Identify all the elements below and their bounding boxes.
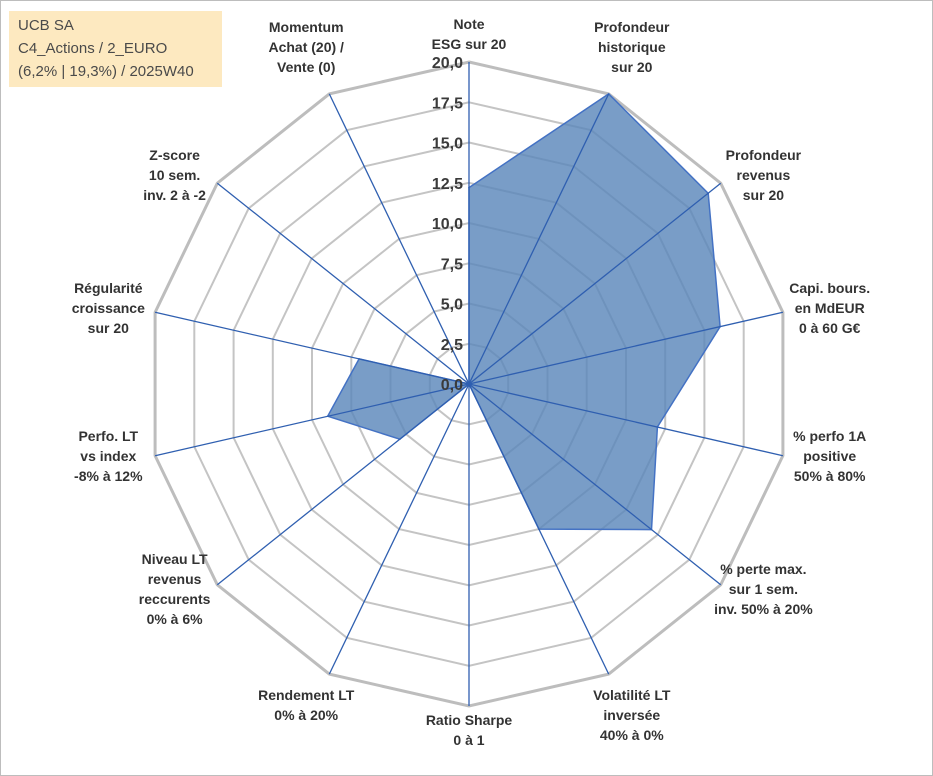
axis-label-line: historique xyxy=(598,39,666,55)
tick-label: 12,5 xyxy=(432,176,463,193)
tick-label: 20,0 xyxy=(432,55,463,72)
axis-label-line: en MdEUR xyxy=(795,300,865,316)
radar-spokes xyxy=(154,62,784,706)
spoke-9 xyxy=(216,383,470,586)
axis-labels: Note ESG sur 20 Profondeur historique sur 20… xyxy=(72,16,870,748)
axis-label-line: croissance xyxy=(72,300,145,316)
axis-label-line: sur 1 sem. xyxy=(729,581,798,597)
axis-label-line: Vente (0) xyxy=(277,59,335,75)
spoke-5 xyxy=(468,383,722,586)
axis-label-9: Niveau LT revenus reccurents 0% à 6% xyxy=(139,551,211,627)
series-layer xyxy=(326,92,721,531)
axis-label-line: inv. 50% à 20% xyxy=(714,601,813,617)
tick-label: 5,0 xyxy=(441,297,463,314)
axis-label-line: reccurents xyxy=(139,591,211,607)
axis-label-line: 40% à 0% xyxy=(600,727,664,743)
chart-title-box: UCB SA C4_Actions / 2_EURO (6,2% | 19,3%… xyxy=(9,11,222,87)
radial-tick-labels: 0,0 2,5 5,0 7,5 10,0 12,5 15,0 17,5 20,0 xyxy=(432,55,463,394)
axis-label-line: sur 20 xyxy=(611,59,652,75)
axis-label-line: 0% à 6% xyxy=(147,611,204,627)
axis-label-0: Note ESG sur 20 xyxy=(432,16,507,52)
axis-label-line: Profondeur xyxy=(594,19,670,35)
axis-label-line: 50% à 80% xyxy=(794,468,866,484)
axis-label-line: Ratio Sharpe xyxy=(426,712,513,728)
spoke-4 xyxy=(468,383,784,457)
axis-label-line: inversée xyxy=(603,707,660,723)
axis-label-12: Z-score 10 sem. inv. 2 à -2 xyxy=(143,147,206,203)
axis-label-line: Rendement LT xyxy=(258,687,355,703)
axis-label-line: % perte max. xyxy=(720,561,806,577)
tick-label: 17,5 xyxy=(432,95,463,112)
axis-label-line: % perfo 1A xyxy=(793,428,866,444)
spoke-10 xyxy=(154,383,470,457)
tick-label: 10,0 xyxy=(432,216,463,233)
axis-label-line: sur 20 xyxy=(88,320,129,336)
axis-label-line: sur 20 xyxy=(743,187,784,203)
axis-label-line: -8% à 12% xyxy=(74,468,143,484)
tick-label: 2,5 xyxy=(441,337,463,354)
axis-label-line: ESG sur 20 xyxy=(432,36,507,52)
axis-label-line: 0 à 60 G€ xyxy=(799,320,861,336)
axis-label-10: Perfo. LT vs index -8% à 12% xyxy=(74,428,143,484)
axis-label-line: Capi. bours. xyxy=(789,280,870,296)
spoke-2 xyxy=(468,182,722,385)
axis-label-line: vs index xyxy=(80,448,136,464)
axis-label-line: 0% à 20% xyxy=(274,707,338,723)
spoke-12 xyxy=(216,182,470,385)
title-line-category: C4_Actions / 2_EURO xyxy=(18,40,168,57)
axis-label-line: Niveau LT xyxy=(142,551,208,567)
axis-label-7: Ratio Sharpe 0 à 1 xyxy=(426,712,513,748)
axis-label-13: Momentum Achat (20) / Vente (0) xyxy=(268,19,344,75)
tick-label: 0,0 xyxy=(441,377,463,394)
axis-label-line: inv. 2 à -2 xyxy=(143,187,206,203)
spoke-6 xyxy=(468,383,610,675)
axis-label-line: Perfo. LT xyxy=(78,428,138,444)
axis-label-line: Profondeur xyxy=(726,147,802,163)
axis-label-6: Volatilité LT inversée 40% à 0% xyxy=(593,687,671,743)
axis-label-1: Profondeur historique sur 20 xyxy=(594,19,670,75)
tick-label: 15,0 xyxy=(432,136,463,153)
axis-label-line: revenus xyxy=(737,167,791,183)
title-line-stats: (6,2% | 19,3%) / 2025W40 xyxy=(18,63,194,80)
axis-label-4: % perfo 1A positive 50% à 80% xyxy=(793,428,866,484)
axis-label-line: Z-score xyxy=(149,147,200,163)
axis-label-3: Capi. bours. en MdEUR 0 à 60 G€ xyxy=(789,280,870,336)
axis-label-line: 0 à 1 xyxy=(453,732,484,748)
series-area-0 xyxy=(326,92,721,531)
axis-label-line: Achat (20) / xyxy=(268,39,344,55)
axis-label-2: Profondeur revenus sur 20 xyxy=(726,147,802,203)
title-line-company: UCB SA xyxy=(18,17,74,34)
axis-label-line: Volatilité LT xyxy=(593,687,671,703)
spoke-11 xyxy=(154,311,470,385)
axis-label-line: revenus xyxy=(148,571,202,587)
axis-label-11: Régularité croissance sur 20 xyxy=(72,280,145,336)
axis-label-line: Momentum xyxy=(269,19,344,35)
axis-label-line: Régularité xyxy=(74,280,143,296)
axis-label-line: positive xyxy=(803,448,856,464)
axis-label-8: Rendement LT 0% à 20% xyxy=(258,687,355,723)
axis-label-line: Note xyxy=(453,16,484,32)
spoke-3 xyxy=(468,311,784,385)
spoke-8 xyxy=(328,383,470,675)
axis-label-line: 10 sem. xyxy=(149,167,200,183)
tick-label: 7,5 xyxy=(441,256,463,273)
spoke-13 xyxy=(328,93,470,385)
spoke-1 xyxy=(468,93,610,385)
axis-label-5: % perte max. sur 1 sem. inv. 50% à 20% xyxy=(714,561,813,617)
